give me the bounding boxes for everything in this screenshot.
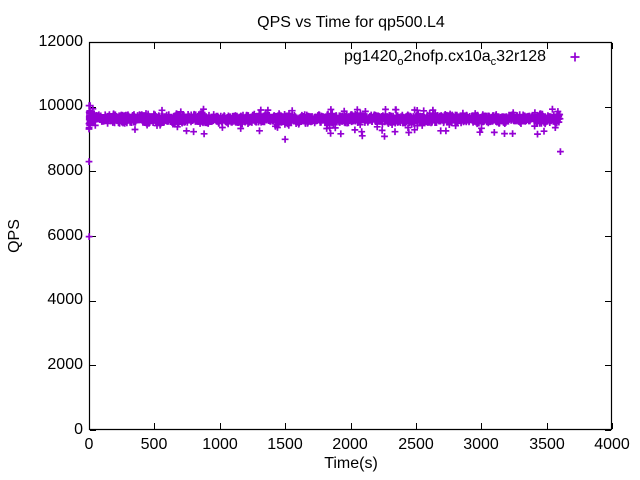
x-tick-label: 2000 (332, 436, 368, 453)
legend-series-label: pg1420o2nofp.cx10ac32r128 (343, 48, 546, 69)
legend-label-subscript: c (490, 56, 497, 69)
legend-label-part: 2nofp.cx10a (403, 48, 491, 65)
x-tick-label: 3500 (529, 436, 565, 453)
x-tick-label: 0 (84, 436, 94, 453)
x-tick-label: 500 (140, 436, 168, 453)
legend-label-subscript: o (397, 56, 404, 69)
x-tick-label: 1500 (267, 436, 303, 453)
y-axis-title: QPS (6, 219, 23, 253)
x-tick-label: 4000 (594, 436, 630, 453)
x-axis-title: Time(s) (324, 455, 378, 472)
y-tick-label: 0 (74, 421, 83, 438)
y-tick-label: 8000 (47, 162, 83, 179)
legend-marker-plus-icon (570, 52, 580, 62)
y-tick-label: 12000 (38, 33, 84, 50)
legend-label-part: pg1420 (343, 48, 398, 65)
x-tick-label: 3000 (463, 436, 499, 453)
axis-ticks (89, 42, 613, 431)
scatter-series-points (85, 102, 564, 240)
plot-border (88, 41, 613, 431)
y-tick-label: 6000 (47, 227, 83, 244)
x-tick-label: 1000 (202, 436, 238, 453)
y-tick-label: 4000 (47, 291, 83, 308)
legend-label-part: 32r128 (496, 48, 546, 65)
y-tick-label: 10000 (38, 97, 84, 114)
chart-title: QPS vs Time for qp500.L4 (257, 14, 445, 31)
y-tick-label: 2000 (47, 356, 83, 373)
x-tick-label: 2500 (398, 436, 434, 453)
